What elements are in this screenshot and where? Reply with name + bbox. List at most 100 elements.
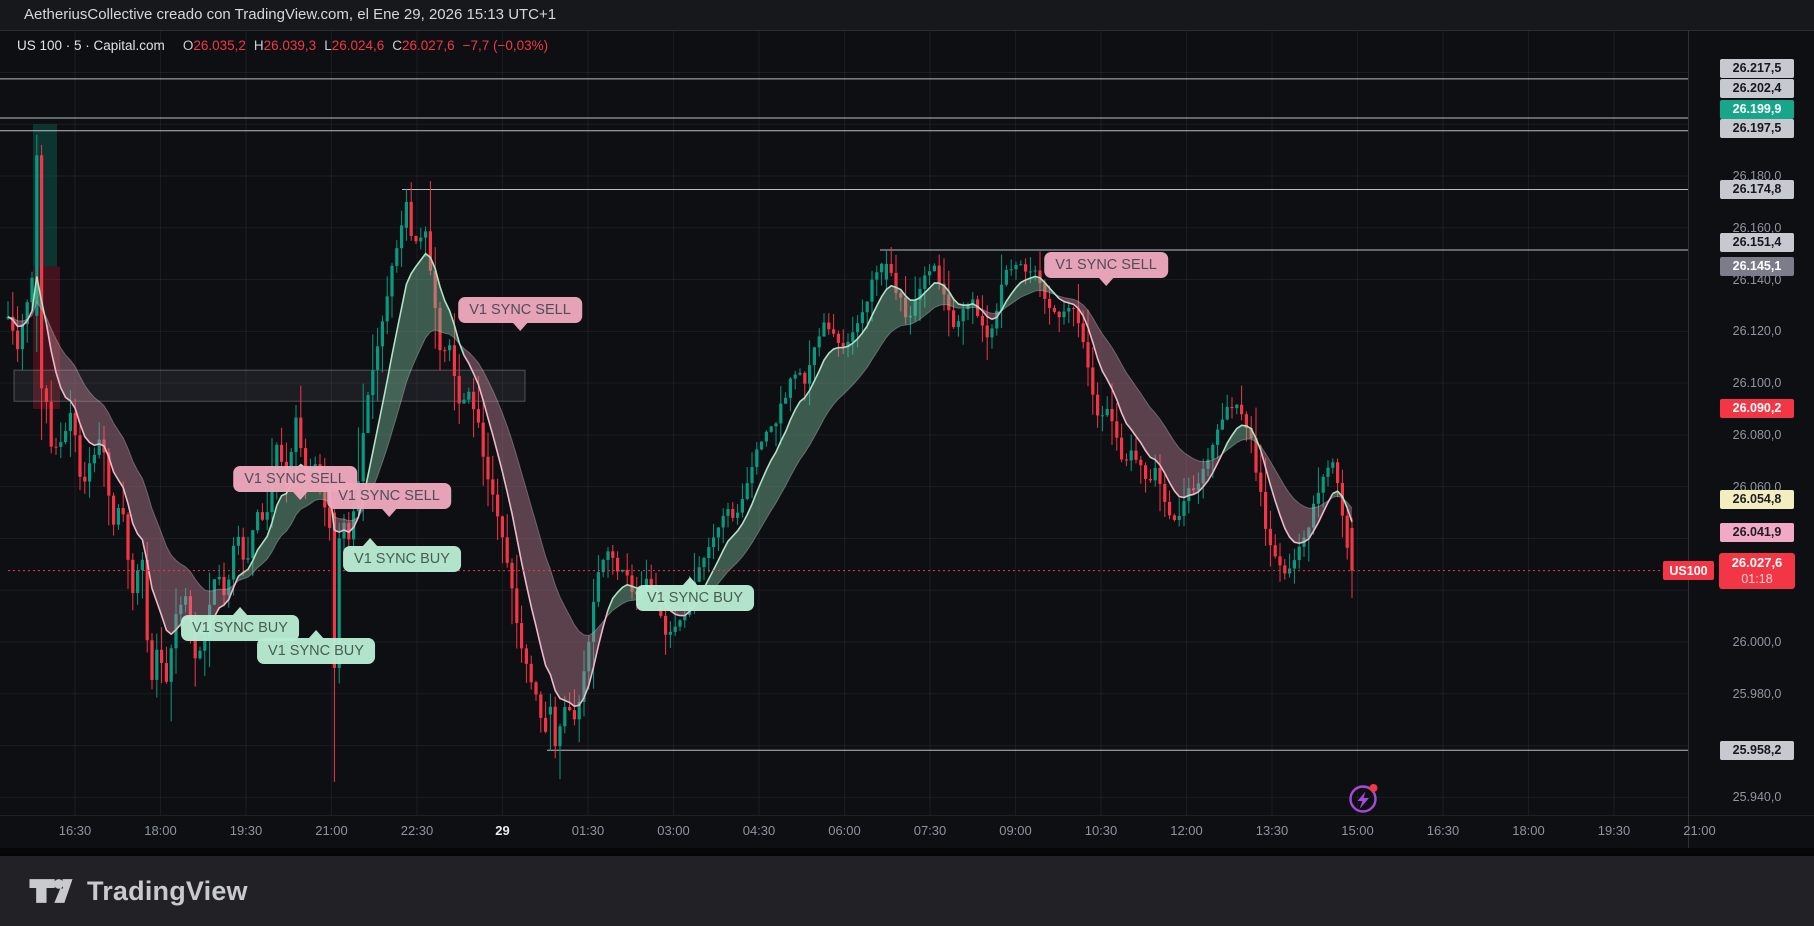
time-tick: 18:00	[144, 823, 177, 838]
legend-ohlc-key: H	[253, 38, 264, 53]
candle-body	[793, 374, 797, 379]
candle-body	[913, 299, 917, 316]
time-tick: 21:00	[1683, 823, 1716, 838]
candle-body	[160, 649, 164, 663]
candle-body	[740, 499, 744, 513]
candle-body	[1072, 307, 1076, 309]
price-label-chip[interactable]: 26.145,1	[1720, 256, 1794, 276]
candle-body	[1081, 323, 1085, 343]
price-label-chip[interactable]: 26.202,4	[1720, 78, 1794, 98]
fast-ma-line	[31, 276, 48, 324]
price-label-chip[interactable]: 26.174,8	[1720, 179, 1794, 199]
candle-body	[452, 345, 456, 377]
candle-body	[851, 332, 855, 342]
candle-body	[1009, 269, 1013, 271]
fast-ma-line	[1000, 275, 1060, 311]
price-label-chip[interactable]: 26.151,4	[1720, 232, 1794, 252]
candle-body	[966, 304, 970, 310]
candle-body	[1067, 307, 1071, 312]
time-tick: 16:30	[58, 823, 92, 838]
candle-body	[136, 570, 140, 594]
candle-body	[1115, 421, 1119, 438]
candle-body	[198, 650, 202, 659]
candle-body	[414, 236, 418, 242]
candle-body	[1196, 483, 1200, 491]
candle-body	[812, 347, 816, 366]
tradingview-logo[interactable]: TradingView	[28, 873, 248, 909]
candle-body	[1220, 419, 1224, 430]
candle-body	[25, 302, 29, 325]
price-label-chip[interactable]: 26.199,9	[1720, 99, 1794, 119]
candle-body	[92, 454, 96, 464]
ma-ribbon-fill	[1260, 446, 1333, 544]
time-tick: 19:30	[1597, 823, 1631, 838]
candle-body	[577, 701, 581, 720]
candle-body	[131, 559, 135, 594]
lightning-alert-icon[interactable]	[1345, 779, 1383, 817]
symbol-price-marker[interactable]: US100	[1663, 561, 1714, 581]
candle-body	[1163, 483, 1167, 502]
candle-body	[1297, 546, 1301, 561]
candle-body	[611, 551, 615, 558]
candle-body	[942, 283, 946, 295]
last-price-chip[interactable]: 26.027,6 01:18	[1719, 552, 1795, 589]
time-tick: 06:00	[828, 823, 861, 838]
bottom-gap	[0, 848, 1814, 855]
candle-body	[265, 512, 269, 520]
candle-body	[246, 558, 250, 560]
footer-bar: TradingView	[0, 855, 1814, 926]
candle-body	[203, 638, 207, 651]
price-label-chip[interactable]: 26.090,2	[1720, 398, 1794, 418]
signal-pointer	[682, 577, 698, 586]
price-tick: 26.140,0	[1732, 272, 1782, 287]
candle-body	[1129, 450, 1133, 461]
price-label-chip[interactable]: 26.041,9	[1720, 522, 1794, 542]
ma-ribbon-fill	[1222, 425, 1261, 455]
candle-body	[1283, 565, 1287, 574]
fast-ma-line	[1221, 424, 1262, 454]
candle-body	[1105, 408, 1109, 416]
tradingview-logo-text: TradingView	[87, 875, 248, 906]
candle-body	[1000, 284, 1004, 311]
legend-ohlc-value: 26.027,6	[402, 38, 455, 53]
time-tick: 19:30	[229, 823, 263, 838]
candle-body	[836, 333, 840, 343]
candle-body	[361, 433, 365, 482]
chart-legend[interactable]: US 100 · 5 · Capital.com O26.035,2 H26.039…	[17, 38, 548, 53]
ma-ribbon-fill	[238, 464, 335, 581]
fast-ma-line	[1332, 490, 1348, 509]
candle-body	[1139, 459, 1143, 466]
candle-body	[961, 309, 965, 322]
candle-body	[145, 559, 149, 641]
price-label-chip[interactable]: 26.054,8	[1720, 489, 1794, 509]
candle-body	[491, 479, 495, 495]
tradingview-logo-glyph	[29, 879, 73, 903]
candle-body	[563, 707, 567, 727]
candle-body	[865, 301, 869, 313]
candle-body	[227, 579, 231, 596]
candle-body	[1148, 479, 1152, 481]
candle-body	[1043, 283, 1047, 299]
legend-ohlc-key: L	[324, 38, 332, 53]
price-label-chip[interactable]: 25.958,2	[1720, 740, 1794, 760]
price-label-chip[interactable]: 26.217,5	[1720, 58, 1794, 78]
candle-body	[606, 551, 610, 560]
candle-body	[1211, 444, 1215, 460]
candle-body	[472, 391, 476, 410]
candle-body	[54, 446, 58, 448]
candle-body	[16, 330, 20, 350]
candle-body	[457, 376, 461, 404]
candle-body	[745, 483, 749, 500]
fast-ma-line	[12, 310, 33, 328]
candle-body	[1120, 437, 1124, 460]
candle-body	[20, 324, 24, 350]
candle-body	[803, 372, 807, 384]
price-label-chip[interactable]: 26.197,5	[1720, 118, 1794, 138]
candle-body	[1225, 407, 1229, 420]
time-tick: 22:30	[400, 823, 434, 838]
candle-body	[673, 626, 677, 632]
candle-body	[544, 717, 548, 732]
candle-body	[932, 265, 936, 272]
